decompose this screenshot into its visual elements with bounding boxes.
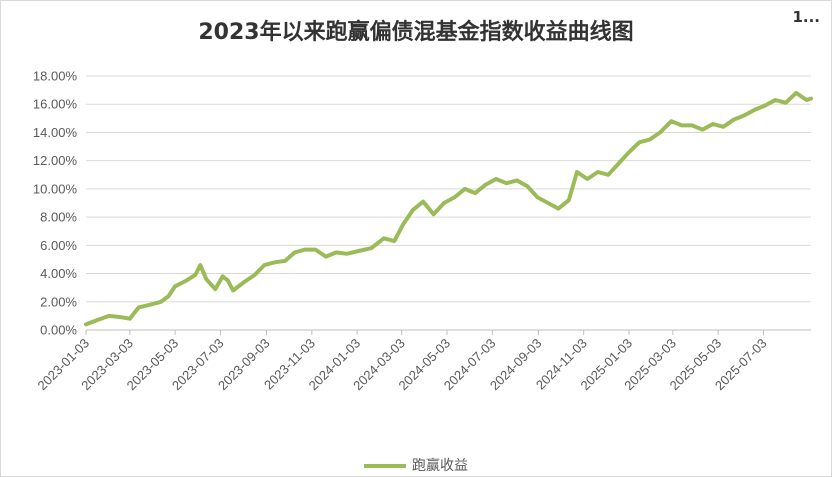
data-point: [617, 161, 621, 166]
chart-title: 2023年以来跑赢偏债混基金指数收益曲线图: [198, 20, 634, 45]
data-point: [752, 108, 757, 112]
y-tick-label: 8.00%: [40, 210, 77, 225]
data-point: [606, 173, 610, 177]
data-point: [253, 273, 257, 277]
data-point: [226, 279, 230, 283]
data-point: [536, 195, 540, 199]
y-tick-label: 18.00%: [33, 69, 78, 84]
y-tick-label: 12.00%: [33, 153, 78, 168]
data-point: [596, 170, 600, 174]
data-point: [804, 98, 809, 102]
series-line: [84, 90, 813, 327]
data-point: [637, 140, 642, 144]
corner-label: 1...: [792, 8, 820, 26]
data-point: [401, 222, 405, 226]
data-point: [567, 198, 571, 202]
data-point: [166, 294, 171, 298]
data-point: [137, 305, 141, 309]
data-point: [293, 250, 297, 254]
data-point: [107, 314, 111, 318]
data-point: [494, 177, 498, 181]
y-tick-label: 2.00%: [40, 294, 77, 309]
data-point: [700, 128, 705, 132]
data-point: [213, 287, 217, 291]
y-tick-label: 6.00%: [40, 238, 77, 253]
data-point: [575, 170, 579, 174]
data-point: [452, 195, 456, 199]
data-point: [432, 212, 436, 216]
data-point: [95, 318, 99, 322]
data-point: [382, 236, 386, 240]
data-point: [303, 248, 307, 252]
data-point: [128, 317, 132, 321]
data-point: [680, 123, 684, 127]
data-point: [721, 125, 725, 129]
data-point: [411, 208, 415, 212]
legend-swatch: [364, 464, 406, 468]
data-point: [221, 274, 225, 278]
data-point: [149, 303, 153, 307]
data-point: [525, 184, 529, 188]
data-point: [369, 246, 373, 250]
data-point: [392, 239, 396, 243]
data-point: [556, 207, 561, 211]
data-point: [484, 183, 488, 187]
data-point: [658, 130, 662, 134]
data-point: [763, 104, 767, 108]
data-point: [773, 98, 777, 102]
x-axis: 2023-01-032023-03-032023-05-032023-07-03…: [34, 330, 770, 393]
data-point: [421, 200, 425, 204]
legend-label: 跑赢收益: [412, 458, 468, 474]
data-point: [184, 279, 188, 283]
data-point: [732, 118, 736, 122]
data-point: [198, 263, 202, 267]
y-tick-label: 10.00%: [33, 181, 78, 196]
y-tick-label: 16.00%: [33, 97, 78, 112]
data-point: [334, 250, 338, 254]
data-point: [711, 122, 715, 126]
data-point: [84, 322, 88, 326]
y-tick-label: 4.00%: [40, 266, 77, 281]
y-tick-label: 0.00%: [40, 323, 77, 338]
y-tick-label: 14.00%: [33, 125, 78, 140]
data-point: [324, 255, 328, 259]
data-point: [504, 181, 508, 185]
data-point: [345, 252, 349, 256]
data-point: [809, 97, 813, 101]
data-point: [357, 249, 361, 253]
data-point: [794, 91, 798, 95]
data-point: [546, 201, 550, 205]
data-point: [262, 263, 266, 267]
data-point: [442, 201, 446, 205]
data-point: [585, 177, 590, 181]
data-point: [515, 178, 519, 182]
data-point: [669, 119, 673, 123]
data-point: [784, 101, 788, 105]
data-point: [273, 260, 277, 264]
data-point: [231, 288, 235, 293]
data-point: [193, 273, 197, 277]
data-point: [283, 259, 287, 263]
gridlines: [86, 75, 811, 331]
data-point: [627, 150, 631, 154]
data-point: [242, 280, 246, 284]
data-point: [313, 248, 318, 252]
data-point: [120, 315, 124, 319]
data-point: [173, 284, 177, 288]
plot-area: [84, 90, 813, 327]
data-point: [204, 277, 208, 281]
data-point: [690, 123, 694, 127]
data-point: [742, 113, 746, 118]
legend: 跑赢收益: [0, 455, 832, 475]
data-point: [159, 300, 163, 304]
data-point: [463, 187, 467, 191]
data-point: [473, 191, 477, 195]
y-axis: 0.00% 2.00% 4.00% 6.00% 8.00% 10.00% 12.00% 14.…: [33, 69, 78, 338]
data-point: [648, 137, 652, 142]
